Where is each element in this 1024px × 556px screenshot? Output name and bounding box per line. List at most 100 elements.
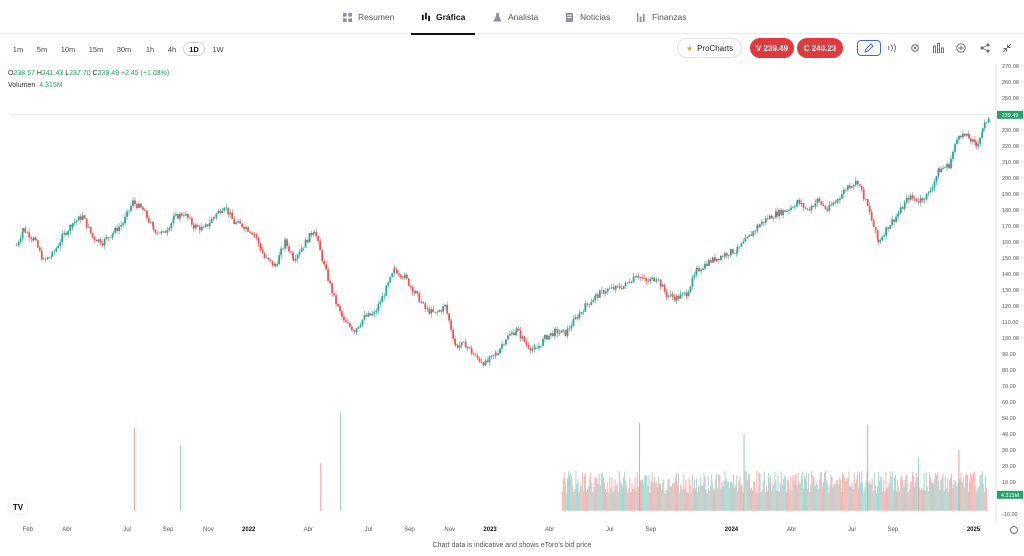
candle-body-up bbox=[742, 241, 745, 244]
share-button[interactable] bbox=[978, 41, 992, 55]
chart-type-button[interactable] bbox=[931, 41, 945, 55]
price-chart[interactable]: 270.00260.00250.00240.00230.00220.00210.… bbox=[0, 64, 1024, 540]
volume-bar bbox=[873, 471, 875, 511]
tab-grafica[interactable]: Gráfica bbox=[410, 0, 476, 35]
candle-body-up bbox=[610, 287, 613, 289]
compare-button[interactable] bbox=[954, 41, 968, 55]
candle-body-down bbox=[140, 203, 142, 208]
tab-finanzas[interactable]: Finanzas bbox=[637, 0, 687, 34]
volume-bar bbox=[948, 480, 950, 511]
candle-body-up bbox=[796, 200, 799, 203]
tab-noticias[interactable]: Noticias bbox=[565, 0, 610, 34]
candle-body-down bbox=[30, 237, 33, 239]
candle-body-up bbox=[846, 185, 849, 191]
candle-body-up bbox=[622, 285, 625, 289]
volume-bar bbox=[937, 472, 939, 511]
timeframe-10m[interactable]: 10m bbox=[60, 44, 76, 54]
timeframe-1m[interactable]: 1m bbox=[12, 44, 24, 54]
volume-bar bbox=[671, 483, 673, 511]
volume-bar bbox=[765, 486, 767, 511]
timeframe-30m[interactable]: 30m bbox=[116, 44, 132, 54]
collapse-button[interactable] bbox=[1000, 41, 1014, 55]
timeframe-1h[interactable]: 1h bbox=[145, 44, 155, 54]
candle-body-up bbox=[73, 221, 76, 224]
candle-body-down bbox=[190, 217, 193, 225]
volume-bar bbox=[741, 485, 743, 511]
candle-body-down bbox=[776, 211, 778, 217]
timeframe-5m[interactable]: 5m bbox=[36, 44, 48, 54]
time-axis-label: 2025 bbox=[967, 527, 981, 533]
candle-body-up bbox=[850, 186, 853, 188]
candle-body-down bbox=[844, 189, 847, 191]
price-tick-label: 170.00 bbox=[1002, 224, 1019, 230]
volume-bar bbox=[727, 481, 729, 511]
sell-button[interactable]: V 239.49 bbox=[750, 38, 794, 58]
candle-body-down bbox=[34, 237, 37, 241]
candle-body-down bbox=[812, 206, 815, 207]
tab-resumen[interactable]: Resumen bbox=[343, 0, 394, 34]
candle-body-up bbox=[215, 213, 218, 218]
candle-body-up bbox=[952, 151, 954, 159]
candle-body-down bbox=[247, 227, 249, 232]
candle-body-down bbox=[969, 138, 972, 142]
candle-body-down bbox=[306, 239, 309, 243]
settings-button[interactable] bbox=[908, 41, 922, 55]
candle-body-down bbox=[164, 231, 167, 233]
candle-body-down bbox=[253, 234, 256, 235]
volume-bar bbox=[959, 479, 961, 511]
tab-analista[interactable]: Analista bbox=[493, 0, 538, 34]
timeframe-4h[interactable]: 4h bbox=[167, 44, 177, 54]
volume-bar bbox=[564, 481, 566, 511]
price-tick-label: 40.00 bbox=[1002, 432, 1016, 438]
candle-body-up bbox=[202, 226, 205, 228]
candle-body-up bbox=[558, 332, 561, 334]
timeframe-15m[interactable]: 15m bbox=[88, 44, 104, 54]
tab-noticias-label: Noticias bbox=[580, 12, 611, 22]
candle-body-up bbox=[367, 313, 370, 317]
buy-button[interactable]: C 240.23 bbox=[797, 38, 843, 58]
candle-body-up bbox=[383, 295, 386, 297]
candle-body-down bbox=[685, 292, 688, 297]
candle-body-up bbox=[572, 318, 575, 327]
candle-body-down bbox=[450, 320, 452, 330]
draw-tool-button[interactable] bbox=[857, 40, 881, 56]
volume-bar bbox=[916, 472, 918, 511]
volume-bar bbox=[710, 474, 712, 511]
volume-bar bbox=[679, 492, 681, 511]
candle-body-down bbox=[534, 347, 536, 349]
candle-body-up bbox=[649, 278, 652, 282]
candle-body-up bbox=[740, 243, 743, 247]
candle-body-down bbox=[337, 303, 339, 306]
timeframe-1w[interactable]: 1W bbox=[212, 44, 224, 54]
candle-body-up bbox=[935, 176, 938, 182]
price-tick-label: 250.00 bbox=[1002, 96, 1019, 102]
document-icon bbox=[565, 12, 574, 22]
volume-bar bbox=[870, 484, 872, 511]
volume-label: Volumen bbox=[8, 82, 36, 89]
price-tick-label: 90.00 bbox=[1002, 352, 1016, 358]
volume-bar bbox=[976, 491, 978, 511]
candle-body-up bbox=[965, 133, 968, 136]
candle-body-down bbox=[893, 219, 896, 222]
candle-body-down bbox=[486, 360, 489, 362]
timeframe-1d[interactable]: 1D bbox=[183, 42, 205, 56]
volume-legend: Volumen 4.315M bbox=[8, 82, 63, 89]
volume-bar bbox=[816, 483, 818, 511]
volume-bar bbox=[882, 491, 884, 511]
candle-body-down bbox=[448, 313, 450, 321]
volume-bar bbox=[862, 482, 864, 511]
candle-body-down bbox=[327, 269, 329, 281]
candle-body-down bbox=[663, 284, 666, 292]
volume-bar bbox=[621, 486, 623, 511]
time-axis-label: Jul bbox=[606, 527, 614, 533]
volume-bar bbox=[771, 490, 773, 511]
volume-bar bbox=[611, 477, 613, 511]
candle-body-down bbox=[858, 184, 861, 186]
volume-bar bbox=[864, 487, 866, 511]
volume-bar bbox=[757, 492, 759, 511]
procharts-button[interactable]: ★ ProCharts bbox=[677, 38, 742, 58]
candle-body-down bbox=[424, 303, 427, 310]
candle-body-down bbox=[671, 294, 674, 297]
indicators-button[interactable] bbox=[885, 41, 899, 55]
candle-body-up bbox=[103, 238, 106, 246]
